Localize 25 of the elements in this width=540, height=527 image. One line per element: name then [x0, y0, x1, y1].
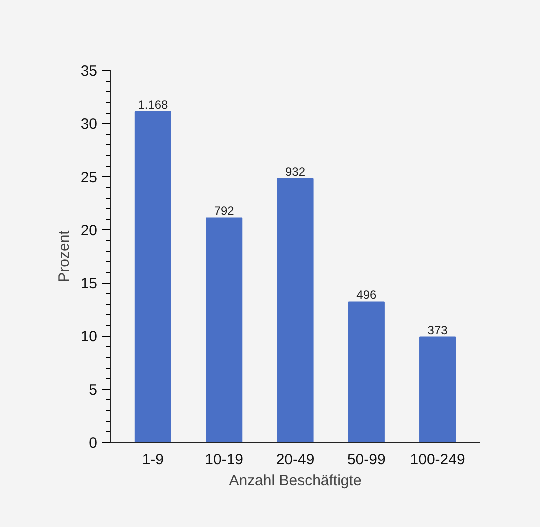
y-axis-title: Prozent [56, 230, 73, 282]
y-tick-label: 25 [80, 169, 98, 186]
bar [348, 302, 385, 442]
y-tick-label: 30 [80, 116, 98, 134]
x-axis-title: Anzahl Beschäftigte [229, 472, 362, 490]
x-tick-label: 20-49 [276, 452, 315, 468]
bar [206, 218, 243, 442]
y-tick-label: 0 [89, 435, 98, 452]
x-tick-label: 1-9 [142, 452, 164, 468]
annotation: 932 [285, 164, 306, 179]
y-tick-label: 10 [80, 328, 98, 346]
bar [134, 111, 172, 442]
y-tick-label: 35 [80, 63, 98, 80]
annotation: 792 [214, 204, 235, 218]
bar [277, 178, 314, 442]
annotation: 1.168 [138, 98, 169, 112]
x-tick-label: 50-99 [347, 452, 386, 468]
y-tick-label: 20 [80, 222, 98, 240]
annotation: 496 [356, 288, 377, 302]
bar [420, 336, 456, 442]
y-tick-label: 15 [80, 276, 98, 293]
x-tick-label: 100-249 [410, 452, 466, 468]
x-tick-label: 10-19 [205, 452, 244, 468]
y-tick-label: 5 [89, 382, 98, 399]
annotation: 373 [428, 323, 448, 338]
